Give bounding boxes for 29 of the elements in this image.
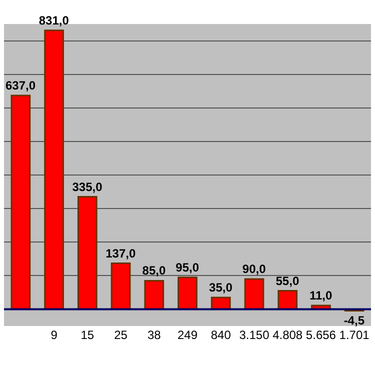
x-tick-label: 840 — [210, 328, 232, 342]
bar — [178, 276, 198, 310]
data-label: 637,0 — [6, 78, 36, 92]
x-tick-label: 249 — [177, 328, 198, 342]
x-tick-label: 1.701 — [339, 328, 370, 342]
data-label: 85,0 — [142, 264, 166, 278]
bar — [110, 262, 131, 310]
x-tick-label: 38 — [147, 328, 162, 342]
bar — [10, 94, 31, 310]
x-tick-label: 3.150 — [239, 328, 270, 342]
x-tick-label: 9 — [50, 328, 58, 342]
bar — [77, 196, 98, 310]
bar — [144, 280, 164, 310]
data-label: 35,0 — [209, 280, 233, 294]
data-label: 335,0 — [72, 180, 103, 194]
bar — [44, 30, 64, 310]
data-label: 90,0 — [242, 262, 266, 276]
data-label: 95,0 — [176, 260, 200, 274]
data-label: 55,0 — [276, 274, 300, 288]
data-label: 137,0 — [106, 246, 136, 260]
x-tick-label: 5.656 — [306, 328, 336, 342]
x-tick-label: 4.808 — [272, 328, 303, 342]
data-label: 11,0 — [309, 288, 332, 303]
x-tick-label: 15 — [80, 328, 94, 342]
data-label: -4,5 — [344, 314, 365, 328]
data-label: 831,0 — [38, 13, 70, 28]
bar — [278, 290, 298, 310]
x-tick-label: 25 — [114, 328, 128, 342]
bar — [244, 278, 264, 310]
